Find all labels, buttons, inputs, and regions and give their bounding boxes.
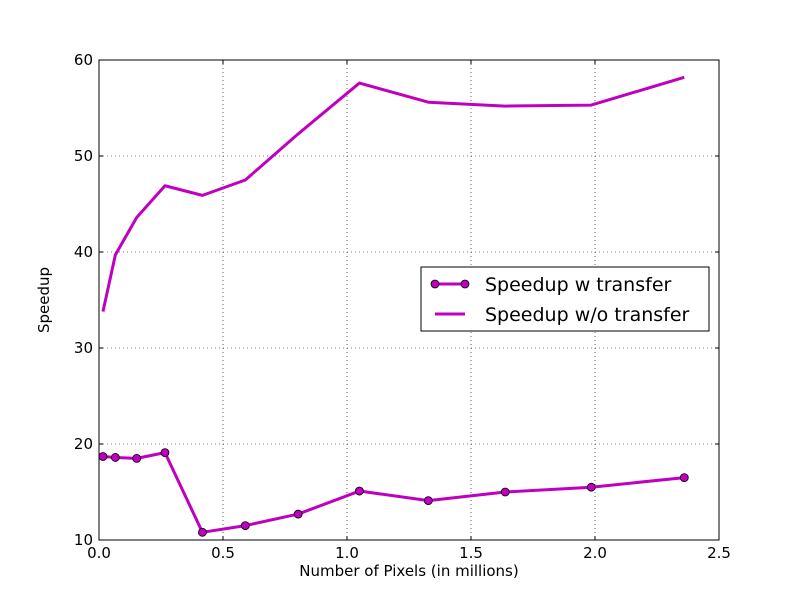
series-lines — [98, 75, 689, 537]
data-point-w-transfer — [132, 453, 142, 463]
data-point-w-transfer — [423, 496, 433, 506]
y-tick-label: 50 — [74, 147, 93, 165]
y-tick-label: 10 — [74, 531, 93, 549]
x-axis-label: Number of Pixels (in millions) — [299, 562, 518, 580]
y-axis-label: Speedup — [35, 267, 53, 333]
plot-area-frame — [98, 59, 720, 541]
data-point-w-transfer — [293, 509, 303, 519]
data-point-w-transfer — [198, 527, 207, 537]
x-tick-label: 0.0 — [87, 544, 111, 562]
legend-marker-w-transfer — [430, 279, 440, 289]
data-point-w-transfer — [110, 453, 120, 462]
legend-box — [420, 266, 710, 332]
legend: Speedup w transfer Speedup w/o transfer — [420, 266, 710, 332]
y-tick-label: 30 — [74, 339, 93, 357]
data-point-w-transfer — [354, 486, 364, 496]
x-tick-label: 0.5 — [211, 544, 235, 562]
legend-label-wo-transfer: Speedup w/o transfer — [485, 304, 690, 326]
data-point-w-transfer — [586, 482, 596, 492]
x-tick-label: 2.5 — [707, 544, 731, 562]
data-point-w-transfer — [500, 487, 510, 497]
data-point-w-transfer — [98, 452, 108, 461]
data-point-w-transfer — [240, 521, 250, 530]
y-tick-label: 20 — [74, 435, 93, 453]
x-tick-label: 1.0 — [335, 544, 359, 562]
y-tick-label: 60 — [74, 51, 93, 69]
legend-label-w-transfer: Speedup w transfer — [485, 274, 672, 296]
x-tick-label: 1.5 — [459, 544, 483, 562]
x-tick-label: 2.0 — [583, 544, 607, 562]
series-line-wo-transfer — [101, 75, 685, 312]
axis-ticks: 0.0 0.5 1.0 1.5 2.0 2.5 10 20 30 40 50 60 — [74, 51, 731, 562]
legend-marker-w-transfer — [460, 279, 470, 289]
y-tick-label: 40 — [74, 243, 93, 261]
data-point-w-transfer — [160, 448, 170, 458]
data-point-w-transfer — [679, 473, 689, 483]
